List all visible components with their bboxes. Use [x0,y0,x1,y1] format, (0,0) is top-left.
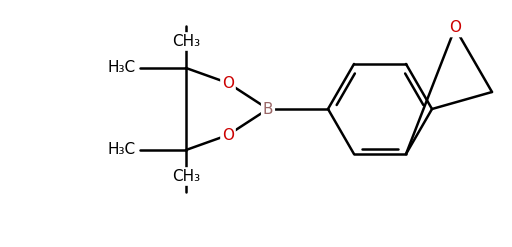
Text: H₃C: H₃C [108,143,136,158]
Text: O: O [222,127,234,143]
Text: CH₃: CH₃ [172,34,200,49]
Text: O: O [449,21,461,36]
Text: B: B [263,102,273,117]
Text: O: O [222,76,234,90]
Text: CH₃: CH₃ [172,169,200,184]
Text: H₃C: H₃C [108,61,136,76]
